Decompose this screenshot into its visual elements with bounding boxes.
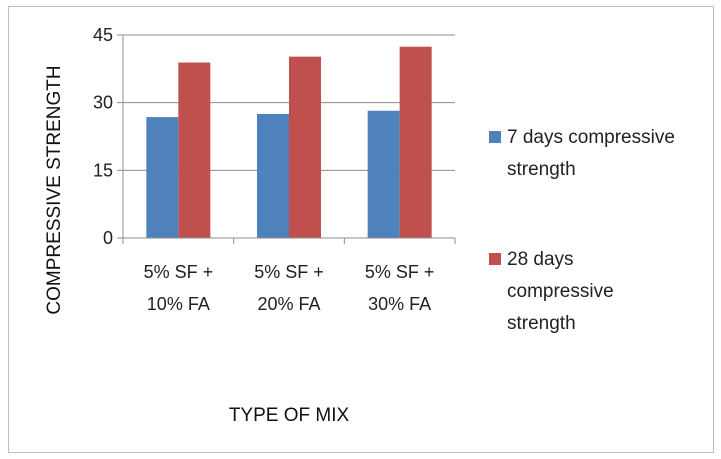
legend-label: compressive [507, 281, 614, 302]
bar [178, 62, 211, 238]
legend-swatch [489, 131, 501, 143]
legend-swatch [489, 253, 501, 265]
x-axis-title: TYPE OF MIX [229, 405, 350, 426]
legend-label: 7 days compressive [507, 127, 675, 148]
y-tick-label: 0 [103, 228, 113, 248]
y-tick-label: 45 [93, 25, 113, 45]
bar [257, 113, 289, 238]
bar [367, 110, 400, 238]
x-tick-label: 20% FA [257, 294, 320, 314]
x-tick-label: 5% SF + [144, 262, 214, 282]
x-tick-labels: 5% SF + 10% FA 5% SF + 20% FA 5% SF + 30% FA [144, 262, 435, 314]
y-tick-label: 15 [93, 160, 113, 180]
bar [289, 56, 321, 238]
y-tick-labels: 0 15 30 45 [93, 25, 113, 248]
x-tick-label: 5% SF + [365, 262, 435, 282]
legend-label: strength [507, 313, 576, 334]
legend-label: 28 days [507, 249, 574, 270]
legend-label: strength [507, 159, 576, 180]
x-tick-label: 10% FA [147, 294, 210, 314]
legend: 7 days compressive strength 28 days compres… [489, 127, 675, 334]
chart-frame [8, 6, 714, 453]
y-axis-title: COMPRESSIVE STRENGTH [44, 65, 65, 314]
x-tick-label: 5% SF + [254, 262, 324, 282]
axes [117, 34, 456, 244]
bar [146, 117, 179, 238]
x-tick-label: 30% FA [368, 294, 431, 314]
y-tick-label: 30 [93, 93, 113, 113]
bars [146, 46, 432, 239]
bar [399, 46, 432, 239]
